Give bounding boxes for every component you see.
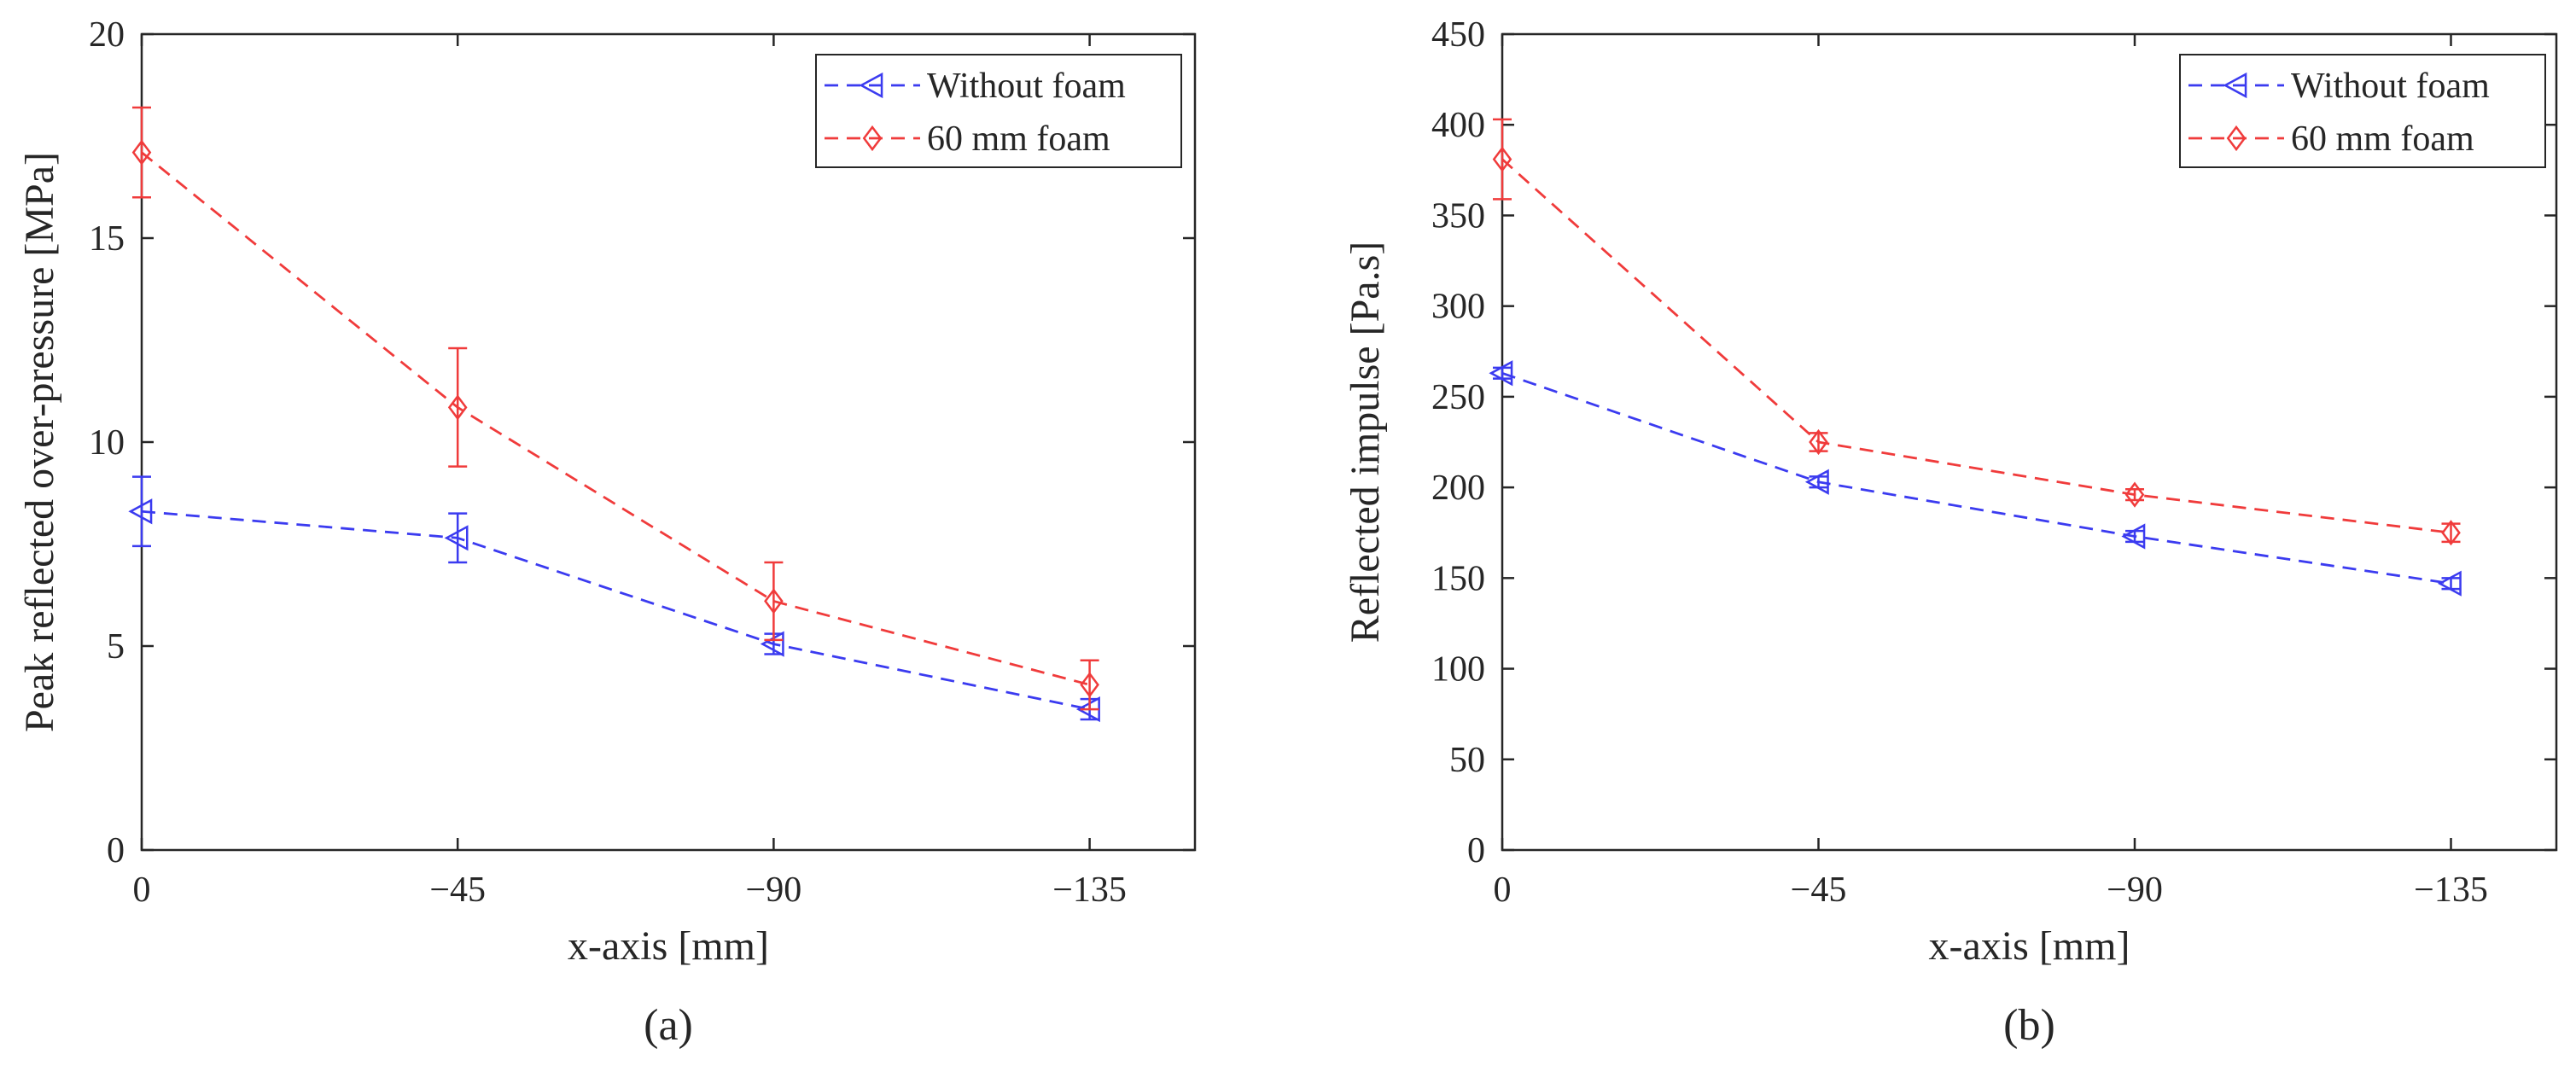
plot-frame bbox=[1501, 32, 2558, 852]
x-axis-label: x-axis [mm] bbox=[1929, 923, 2130, 969]
legend: Without foam 60 mm foam bbox=[815, 54, 1182, 168]
data-point bbox=[447, 394, 468, 421]
y-axis-label: Reflected impulse [Pa.s] bbox=[1343, 242, 1388, 643]
data-point bbox=[764, 588, 784, 614]
chart-panel-a: 0 5 10 15 20 0 −45 −90 −135 x-axis [mm] Peak refle… bbox=[17, 15, 1197, 1050]
y-tick-label: 250 bbox=[1431, 378, 1485, 417]
y-tick-label: 150 bbox=[1431, 559, 1485, 598]
series-line bbox=[141, 151, 1090, 686]
y-tick-label: 15 bbox=[89, 219, 125, 259]
y-tick-label: 0 bbox=[107, 831, 125, 870]
legend: Without foam 60 mm foam bbox=[2179, 54, 2546, 168]
x-tick-label: 0 bbox=[133, 870, 151, 910]
legend-label: 60 mm foam bbox=[927, 119, 1110, 159]
data-point bbox=[2124, 481, 2145, 508]
series-without-foam bbox=[1489, 360, 2462, 597]
series-without-foam bbox=[128, 475, 1100, 723]
data-point bbox=[1492, 146, 1512, 172]
data-point bbox=[1809, 428, 1828, 456]
y-tick-label: 200 bbox=[1431, 469, 1485, 508]
series-60-mm-foam bbox=[131, 106, 1099, 711]
y-tick-label: 450 bbox=[1431, 15, 1485, 55]
series-line bbox=[141, 509, 1090, 711]
x-axis-label: x-axis [mm] bbox=[568, 923, 769, 969]
panel-caption: (b) bbox=[2003, 1001, 2055, 1050]
y-axis-label: Peak reflected over-pressure [MPa] bbox=[17, 152, 62, 732]
y-tick-label: 10 bbox=[89, 423, 125, 463]
y-tick-label: 50 bbox=[1449, 741, 1485, 780]
legend-swatch-marker bbox=[859, 72, 883, 99]
legend-box bbox=[815, 54, 1182, 168]
plot-frame bbox=[140, 32, 1197, 852]
x-tick-label: −135 bbox=[2414, 870, 2488, 910]
x-tick-label: −90 bbox=[746, 870, 802, 910]
x-tick-label: 0 bbox=[1494, 870, 1512, 910]
data-point bbox=[128, 498, 153, 525]
series-line bbox=[1501, 371, 2451, 585]
legend-label: 60 mm foam bbox=[2291, 119, 2474, 159]
legend-swatch-marker bbox=[862, 125, 883, 152]
data-point bbox=[444, 525, 469, 551]
legend-label: Without foam bbox=[2291, 67, 2490, 106]
x-tick-label: −45 bbox=[1791, 870, 1847, 910]
y-tick-label: 100 bbox=[1431, 650, 1485, 690]
y-tick-label: 300 bbox=[1431, 288, 1485, 327]
panel-caption: (a) bbox=[644, 1001, 693, 1050]
data-point bbox=[2441, 520, 2461, 546]
data-point bbox=[2437, 570, 2462, 597]
y-tick-label: 5 bbox=[107, 627, 125, 667]
data-point bbox=[1489, 360, 1513, 387]
chart-panel-b: 0 50 100 150 200 250 300 350 400 450 0 −45 −90 −135 x-… bbox=[1343, 15, 2558, 1050]
y-tick-label: 350 bbox=[1431, 196, 1485, 236]
x-tick-label: −135 bbox=[1052, 870, 1127, 910]
data-point bbox=[1804, 469, 1829, 495]
y-tick-label: 400 bbox=[1431, 106, 1485, 145]
series-line bbox=[1501, 158, 2451, 534]
y-tick-label: 20 bbox=[89, 15, 125, 55]
legend-box bbox=[2179, 54, 2546, 168]
data-point bbox=[2121, 523, 2146, 550]
data-point bbox=[1080, 672, 1099, 698]
legend-swatch-marker bbox=[2226, 125, 2247, 152]
legend-label: Without foam bbox=[927, 67, 1126, 106]
x-tick-label: −90 bbox=[2107, 870, 2163, 910]
x-tick-label: −45 bbox=[429, 870, 486, 910]
data-point bbox=[131, 139, 152, 166]
legend-swatch-marker bbox=[2223, 72, 2247, 99]
y-tick-label: 0 bbox=[1467, 831, 1485, 870]
series-60-mm-foam bbox=[1492, 118, 2461, 546]
